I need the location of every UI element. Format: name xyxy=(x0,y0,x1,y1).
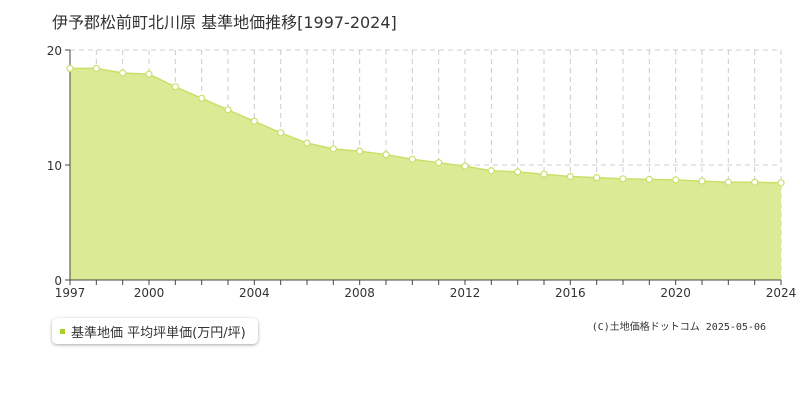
data-point xyxy=(777,179,785,187)
x-tick-label: 2016 xyxy=(555,286,586,300)
legend-label: 基準地価 平均坪単価(万円/坪) xyxy=(71,325,246,341)
data-point xyxy=(329,145,337,153)
y-tick-label: 20 xyxy=(47,44,62,58)
axes xyxy=(65,49,782,285)
data-point xyxy=(698,177,706,185)
data-point xyxy=(593,174,601,182)
data-point xyxy=(461,162,469,170)
data-point xyxy=(382,151,390,159)
x-tick-label: 2012 xyxy=(450,286,481,300)
data-point xyxy=(619,175,627,183)
y-tick-label: 10 xyxy=(47,159,62,173)
data-point xyxy=(92,64,100,73)
x-tick-label: 2004 xyxy=(239,286,270,300)
data-point xyxy=(224,106,232,114)
data-point xyxy=(119,69,127,77)
x-tick-label: 2000 xyxy=(134,286,165,300)
data-point xyxy=(566,172,574,181)
area-series xyxy=(70,67,782,281)
data-point xyxy=(198,94,206,102)
legend-marker xyxy=(60,328,65,334)
data-point xyxy=(277,129,285,137)
data-point xyxy=(66,64,74,73)
x-tick-label: 1997 xyxy=(55,286,86,300)
data-point xyxy=(514,168,522,176)
data-points xyxy=(66,64,785,187)
data-point xyxy=(645,175,653,183)
x-tick-label: 2008 xyxy=(344,286,375,300)
data-point xyxy=(171,83,179,91)
x-tick-label: 2020 xyxy=(660,286,691,300)
data-point xyxy=(408,155,416,163)
x-tick-label: 2024 xyxy=(766,286,797,300)
chart-title: 伊予郡松前町北川原 基準地価推移[1997-2024] xyxy=(52,13,397,32)
data-point xyxy=(751,178,759,186)
legend: 基準地価 平均坪単価(万円/坪) xyxy=(52,318,258,344)
data-point xyxy=(356,147,364,155)
data-point xyxy=(435,159,443,167)
area-fill xyxy=(70,68,781,281)
data-point xyxy=(303,139,311,147)
data-point xyxy=(672,176,680,184)
y-tick-label: 0 xyxy=(54,274,62,288)
data-point xyxy=(145,70,153,78)
series-line xyxy=(70,67,782,184)
copyright-text: (C)土地価格ドットコム 2025-05-06 xyxy=(591,322,766,333)
data-point xyxy=(724,178,732,186)
data-point xyxy=(250,117,258,125)
data-point xyxy=(487,167,495,175)
tick-labels: 0 10 20 1997 2000 2004 2008 2012 2016 2020 2024 xyxy=(47,44,797,300)
data-point xyxy=(540,170,548,178)
